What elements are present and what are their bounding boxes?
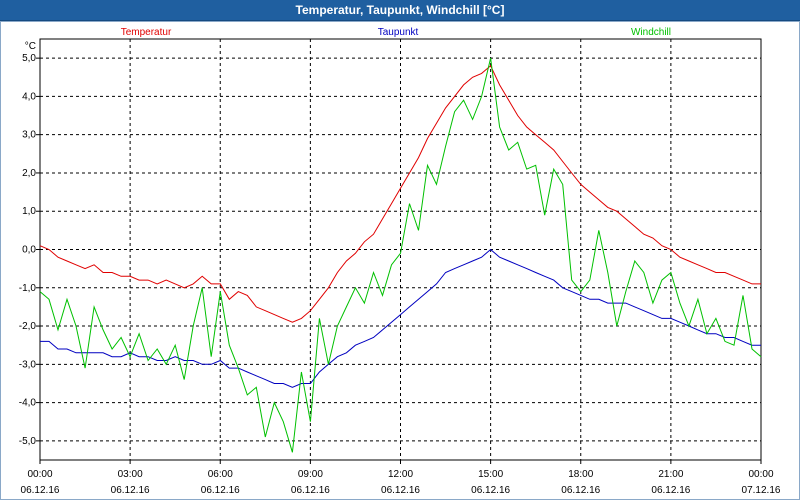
y-tick-label: -2,0 — [19, 321, 37, 332]
x-tick-time-label: 21:00 — [658, 469, 683, 480]
window-title: Temperatur, Taupunkt, Windchill [°C] — [295, 3, 505, 17]
x-tick-time-label: 09:00 — [298, 469, 323, 480]
x-tick-date-label: 06.12.16 — [561, 485, 600, 496]
x-tick-time-label: 12:00 — [388, 469, 413, 480]
chart-panel: -5,0 -4,0 -3,0 -2,0 -1,0 0,0 1,0 2,0 3,0 4,0 5,0 °C… — [0, 21, 800, 500]
y-tick-label: 0,0 — [22, 245, 36, 256]
x-tick-time-label: 00:00 — [748, 469, 773, 480]
legend-temperatur: Temperatur — [121, 27, 172, 38]
x-tick-time-label: 06:00 — [208, 469, 233, 480]
y-tick-label: 5,0 — [22, 53, 36, 64]
x-tick-time-label: 03:00 — [118, 469, 143, 480]
x-tick-date-label: 06.12.16 — [21, 485, 60, 496]
x-tick-date-label: 07.12.16 — [742, 485, 781, 496]
x-tick-time-label: 18:00 — [568, 469, 593, 480]
x-tick-time-label: 00:00 — [27, 469, 52, 480]
x-tick-time-label: 15:00 — [478, 469, 503, 480]
x-tick-date-label: 06.12.16 — [291, 485, 330, 496]
x-tick-date-label: 06.12.16 — [201, 485, 240, 496]
x-tick-date-label: 06.12.16 — [651, 485, 690, 496]
y-tick-label: 2,0 — [22, 168, 36, 179]
series-line-temperatur — [39, 64, 761, 323]
x-tick-date-label: 06.12.16 — [381, 485, 420, 496]
series-line-taupunkt — [40, 248, 761, 388]
y-tick-label: 1,0 — [22, 206, 36, 217]
temperature-chart: -5,0 -4,0 -3,0 -2,0 -1,0 0,0 1,0 2,0 3,0 4,0 5,0°C… — [19, 27, 781, 496]
title-bar: Temperatur, Taupunkt, Windchill [°C] — [0, 0, 800, 21]
y-tick-label: -3,0 — [19, 359, 37, 370]
y-tick-label: -4,0 — [19, 398, 37, 409]
x-tick-date-label: 06.12.16 — [111, 485, 150, 496]
legend-windchill: Windchill — [631, 27, 671, 38]
x-tick-date-label: 06.12.16 — [471, 485, 510, 496]
y-tick-label: -1,0 — [19, 283, 37, 294]
y-tick-label: 4,0 — [22, 91, 36, 102]
y-tick-label: 3,0 — [22, 130, 36, 141]
y-axis-unit: °C — [25, 41, 36, 52]
legend-taupunkt: Taupunkt — [378, 27, 419, 38]
series-line-windchill — [39, 57, 762, 453]
y-tick-label: -5,0 — [19, 436, 37, 447]
